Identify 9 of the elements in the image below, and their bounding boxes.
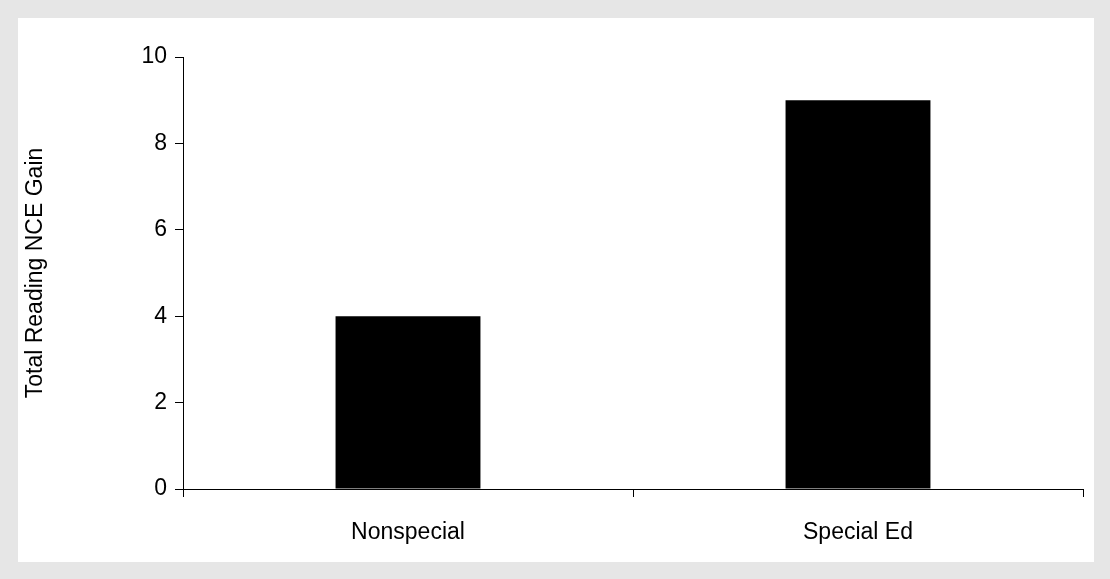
y-tick-label: 8 — [154, 128, 167, 155]
y-tick-label: 4 — [154, 301, 168, 328]
x-tick-label: Nonspecial — [351, 518, 465, 545]
y-tick-label: 2 — [154, 387, 167, 414]
x-tick-label: Special Ed — [803, 518, 913, 545]
y-axis-title: Total Reading NCE Gain — [21, 147, 48, 399]
y-tick-label: 10 — [141, 42, 167, 69]
y-tick-label: 0 — [154, 474, 167, 501]
y-tick-label: 6 — [154, 215, 167, 242]
